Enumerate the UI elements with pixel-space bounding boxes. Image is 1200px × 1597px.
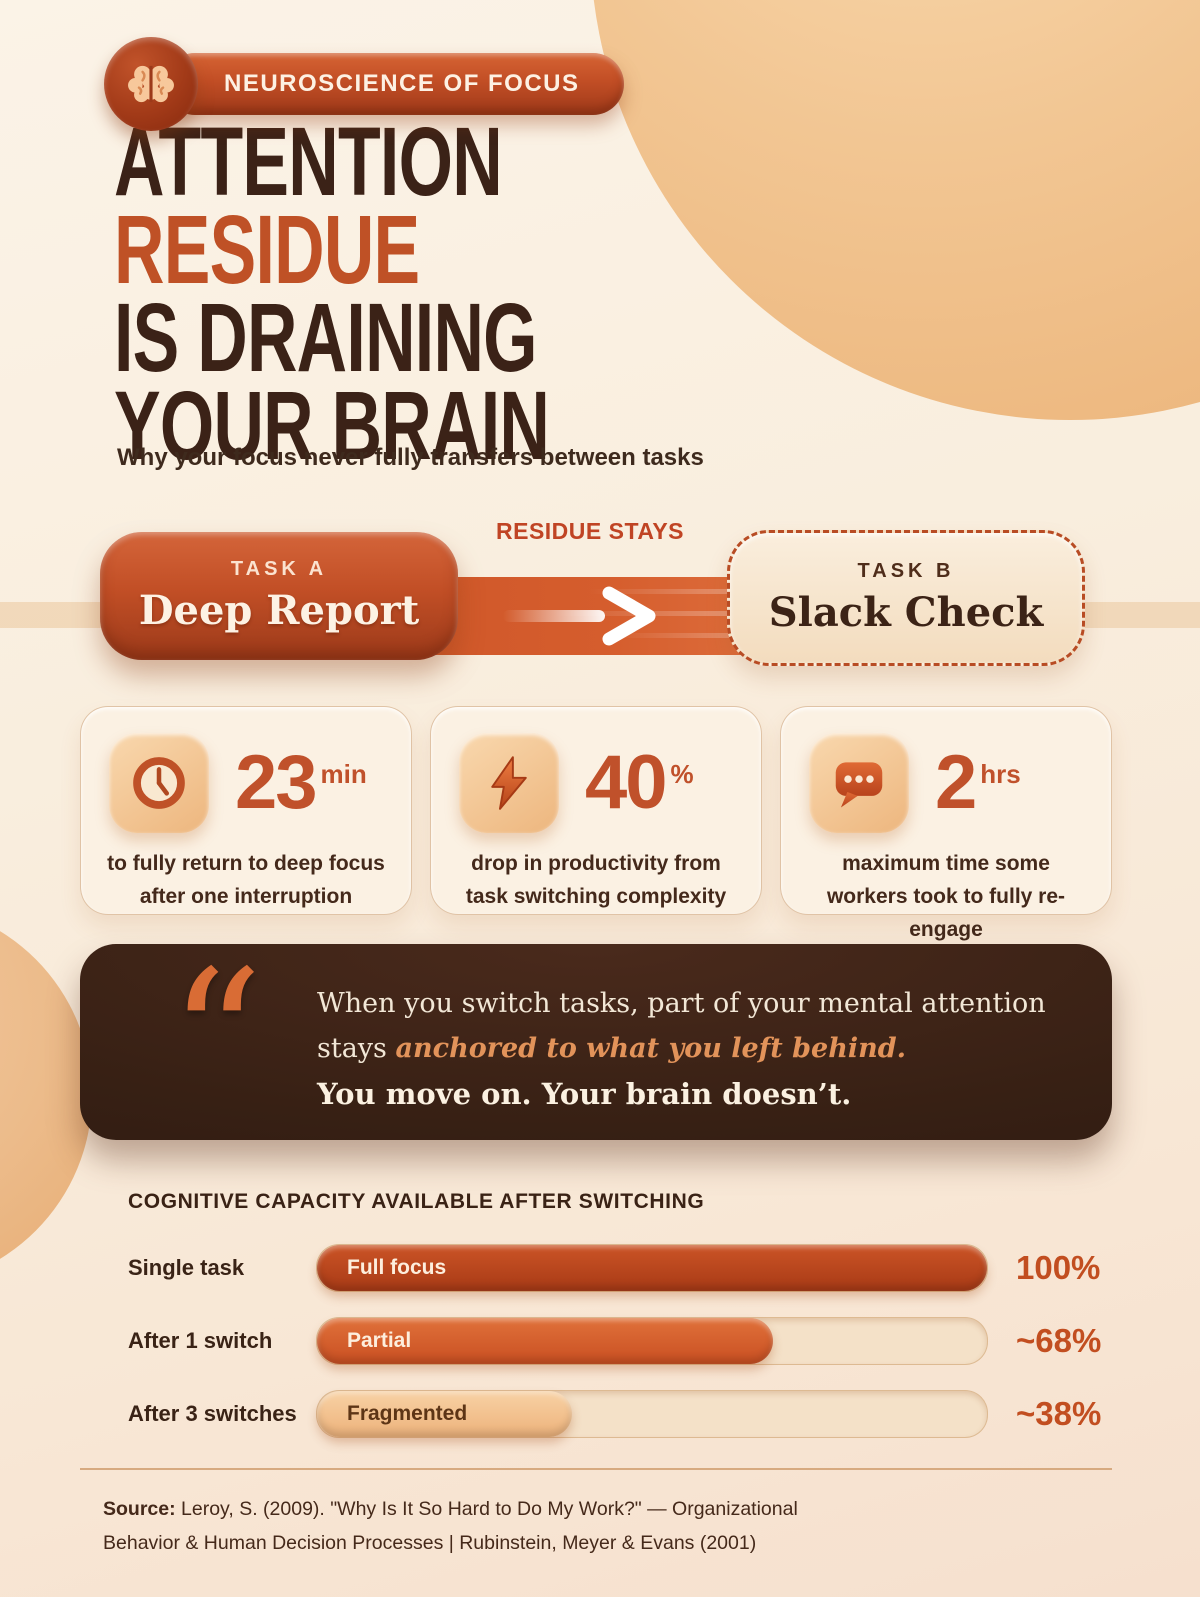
source-text: Leroy, S. (2009). "Why Is It So Hard to … <box>103 1498 798 1554</box>
chart-value-label: ~38% <box>1016 1395 1102 1432</box>
stat-unit: % <box>670 759 694 789</box>
title-line-3: IS DRAINING <box>114 283 538 392</box>
stat-card-reengage-time: 2 hrs maximum time some workers took to … <box>780 706 1112 941</box>
chart-row-after-3-switches: After 3 switches Fragmented ~38% <box>128 1390 1101 1438</box>
bar-label: Partial <box>347 1329 412 1352</box>
stat-number: 40 <box>585 740 668 825</box>
bar-label: Full focus <box>347 1256 447 1279</box>
lightning-icon <box>459 733 559 833</box>
chat-bubble-icon <box>809 733 909 833</box>
quote-line-1: When you switch tasks, part of your ment… <box>317 988 1046 1019</box>
residue-stays-label: RESIDUE STAYS <box>496 518 684 544</box>
task-b-kicker: TASK B <box>857 560 955 582</box>
motion-streak <box>554 611 842 616</box>
task-a-name: Deep Report <box>138 587 420 634</box>
stat-unit: min <box>320 759 367 789</box>
motion-streak <box>612 633 842 638</box>
header-badge: NEUROSCIENCE OF FOCUS <box>104 36 624 132</box>
title-line-4: YOUR BRAIN <box>114 371 550 480</box>
chart-category-label: After 1 switch <box>128 1328 273 1353</box>
page-title: ATTENTION RESIDUE IS DRAINING YOUR BRAIN <box>114 107 718 480</box>
badge-pill: NEUROSCIENCE OF FOCUS <box>164 53 624 115</box>
bar-fill: Partial <box>317 1318 773 1364</box>
stat-caption: to fully return to deep focus after one … <box>107 852 385 908</box>
title-line-1: ATTENTION <box>114 107 503 216</box>
bar-fill: Full focus <box>317 1245 987 1291</box>
stat-card-productivity-drop: 40 % drop in productivity from task swit… <box>430 706 762 915</box>
quote-icon: “ <box>168 930 264 1146</box>
stat-value: 2 hrs <box>935 745 1021 821</box>
bar-label: Fragmented <box>347 1402 468 1425</box>
arrow-right-icon <box>503 586 656 646</box>
chart-row-after-1-switch: After 1 switch Partial ~68% <box>128 1317 1101 1365</box>
chart-value-label: ~68% <box>1016 1322 1102 1359</box>
decorative-circle-left <box>0 903 92 1287</box>
chart-title: COGNITIVE CAPACITY AVAILABLE AFTER SWITC… <box>128 1190 705 1213</box>
task-b-pill: TASK B Slack Check <box>727 530 1085 666</box>
motion-streak <box>589 589 831 594</box>
quote-line-2: stays anchored to what you left behind. <box>317 1033 907 1064</box>
stat-number: 2 <box>935 740 977 825</box>
quote-emphasis: anchored to what you left behind. <box>395 1033 907 1064</box>
title-line-2: RESIDUE <box>114 195 420 304</box>
chart-row-single-task: Single task Full focus 100% <box>128 1244 1101 1292</box>
chart-value-label: 100% <box>1016 1249 1101 1286</box>
subtitle: Why your focus never fully transfers bet… <box>117 444 704 471</box>
source-citation: Source: Leroy, S. (2009). "Why Is It So … <box>103 1492 803 1560</box>
bar-track: Full focus <box>316 1244 988 1292</box>
stat-card-return-time: 23 min to fully return to deep focus aft… <box>80 706 412 915</box>
badge-label: NEUROSCIENCE OF FOCUS <box>224 70 580 97</box>
chart-category-label: After 3 switches <box>128 1401 297 1426</box>
stat-caption: maximum time some workers took to fully … <box>826 852 1066 941</box>
stat-number: 23 <box>235 740 318 825</box>
task-a-kicker: TASK A <box>230 558 328 580</box>
brain-icon <box>104 37 198 131</box>
stat-value: 40 % <box>585 745 694 821</box>
bar-fill: Fragmented <box>317 1391 572 1437</box>
stat-value: 23 min <box>235 745 367 821</box>
footer-divider <box>80 1468 1112 1470</box>
chart-category-label: Single task <box>128 1255 245 1280</box>
quote-text: When you switch tasks, part of your ment… <box>317 986 1046 1121</box>
bar-track: Partial <box>316 1317 988 1365</box>
stat-caption: drop in productivity from task switching… <box>465 852 727 908</box>
task-b-name: Slack Check <box>768 589 1044 636</box>
source-label: Source: <box>103 1498 176 1520</box>
clock-icon <box>109 733 209 833</box>
capacity-chart: COGNITIVE CAPACITY AVAILABLE AFTER SWITC… <box>128 1190 1101 1463</box>
stat-unit: hrs <box>980 759 1021 789</box>
stat-cards: 23 min to fully return to deep focus aft… <box>80 706 1112 941</box>
quote-line-3: You move on. Your brain doesn’t. <box>317 1077 852 1111</box>
task-a-pill: TASK A Deep Report <box>100 532 458 660</box>
bar-track: Fragmented <box>316 1390 988 1438</box>
quote-panel: “ When you switch tasks, part of your me… <box>80 944 1112 1140</box>
